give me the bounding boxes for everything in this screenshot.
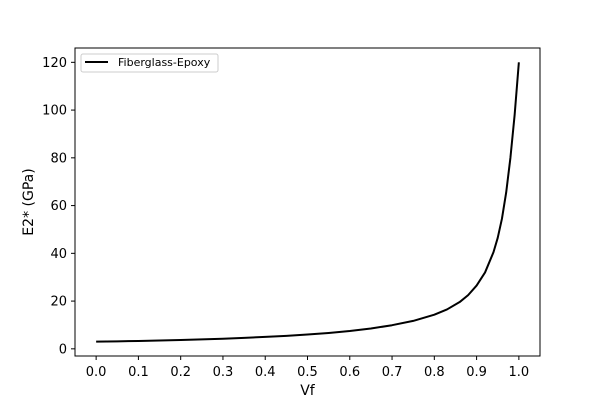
x-tick-label: 0.5 — [297, 365, 318, 380]
y-tick-label: 60 — [50, 199, 67, 214]
legend-box — [80, 53, 219, 73]
y-tick-label: 100 — [42, 104, 67, 119]
y-tick-label: 80 — [50, 151, 67, 166]
x-tick-label: 0.7 — [382, 365, 403, 380]
x-tick-label: 1.0 — [509, 365, 530, 380]
y-tick-label: 120 — [42, 56, 67, 71]
plot-area — [96, 62, 520, 343]
x-tick-label: 0.0 — [86, 365, 107, 380]
x-tick-label: 0.9 — [466, 365, 487, 380]
axes-frame — [74, 47, 541, 357]
x-tick-label: 0.1 — [128, 365, 149, 380]
y-tick-label: 0 — [59, 342, 67, 357]
y-tick-label: 40 — [50, 247, 67, 262]
series-line-0 — [96, 62, 520, 343]
legend-label-0: Fiberglass-Epoxy — [118, 56, 211, 69]
x-tick-label: 0.3 — [213, 365, 234, 380]
y-tick-label: 20 — [50, 295, 67, 310]
x-tick-label: 0.4 — [255, 365, 276, 380]
axes: 0.0 0.1 0.2 0.3 0.4 0.5 0.6 0.7 0.8 0.9 1.0 0 20 40 60… — [42, 47, 541, 380]
x-tick-label: 0.2 — [170, 365, 191, 380]
x-axis-label: Vf — [300, 383, 316, 399]
y-axis-label: E2* (GPa) — [21, 168, 37, 235]
x-tick-label: 0.6 — [339, 365, 360, 380]
legend: Fiberglass-Epoxy — [80, 53, 219, 73]
x-tick-label: 0.8 — [424, 365, 445, 380]
